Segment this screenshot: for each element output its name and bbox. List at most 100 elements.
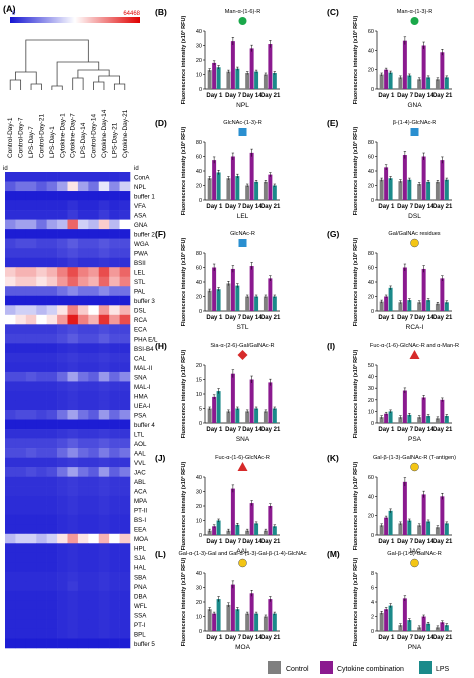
heatmap-cell [57,457,68,468]
heatmap-cell [57,238,68,249]
lectin-label: MPA [134,498,148,505]
heatmap-cell [119,200,131,211]
bar [435,418,440,423]
heatmap-cell [98,524,110,535]
heatmap-cell [119,495,131,506]
bar [235,68,240,89]
lectin-label: STL [134,279,146,286]
heatmap-cell [88,362,100,373]
bar [402,390,407,423]
sample-label: Cytokine-Day-21 [122,109,129,158]
heatmap-cell [98,238,110,249]
bar [421,616,426,631]
bar-chart: (H) Sia-α-(2-6)-Gal/GalNAc-R 0 5 10 15 20 Fluor… [155,341,281,443]
x-tick-label: Day 7 [397,539,414,545]
y-tick-label: 40 [368,494,374,500]
heatmap-cell [119,305,131,316]
chart-title: Gal-β-(1-3)-GalNAc-R (T-antigen) [373,455,456,461]
lectin-label: DBA [134,593,148,600]
heatmap-cell [36,276,47,287]
heatmap-cell [15,248,27,258]
lectin-label: ACA [134,489,148,496]
heatmap-cell [57,638,68,649]
y-axis-label: Fluorescence intensity (x10³ RFU) [352,16,359,105]
heatmap-cell [109,609,120,620]
heatmap-cell [57,257,68,268]
bar [263,296,268,311]
heatmap-cell [36,562,47,573]
heatmap-cell [46,352,58,363]
heatmap-cell [46,257,58,268]
sample-label: LPS-Day-1 [49,126,56,158]
heatmap-cell [98,581,110,592]
heatmap-cell [98,210,110,220]
y-tick-label: 20 [196,184,202,190]
heatmap-cell [36,257,47,268]
y-tick-label: 0 [371,421,374,427]
heatmap-cell [109,267,120,278]
heatmap-cell [109,552,120,563]
green-circle-icon [238,17,247,25]
heatmap-cell [77,429,89,439]
heatmap-cell [98,362,110,373]
heatmap-cell [77,238,89,249]
yellow-circle-icon [238,558,247,568]
panel-label: (I) [327,341,335,351]
heatmap-cell [36,248,47,258]
heatmap-cell [57,505,68,516]
heatmap-cell [119,324,131,335]
heatmap-cell [88,562,100,573]
heatmap-cell [57,467,68,477]
heatmap-cell [119,448,131,458]
lectin-label: buffer 5 [134,641,155,648]
heatmap-cell [77,514,89,525]
heatmap-cell [109,562,120,573]
heatmap-cell [77,419,89,430]
heatmap-cell [98,219,110,230]
dendrogram-branch [72,77,84,90]
heatmap-cell [77,448,89,458]
sample-label: Cytokine-Day-14 [101,109,108,158]
heatmap-cell [46,543,58,554]
heatmap-cell [77,505,89,516]
panel-label: (F) [155,229,166,239]
heatmap-cell [15,305,27,316]
heatmap-cell [109,486,120,496]
heatmap-cell [46,229,58,239]
heatmap-cell [46,619,58,630]
heatmap-cell [5,514,16,525]
heatmap-cell [25,219,37,230]
heatmap-cell [67,200,79,211]
heatmap-cell [25,305,37,316]
heatmap-cell [67,238,79,249]
bar [235,285,240,311]
heatmap-cell [109,286,120,297]
x-tick-label: Day 7 [397,427,414,433]
x-axis-label: JAC [408,548,421,555]
heatmap-cell [46,172,58,182]
bar [268,174,273,200]
heatmap-cell [5,476,16,487]
heatmap-cell [77,371,89,382]
bar [263,411,268,423]
lectin-label: NPL [134,184,147,191]
heatmap-cell [67,229,79,239]
panel-label: (M) [327,549,340,559]
heatmap-cell [88,438,100,449]
heatmap-cell [5,210,16,220]
heatmap-cell [5,352,16,363]
heatmap-cell [57,486,68,496]
bar [440,622,445,631]
lectin-label: SJA [134,555,146,562]
heatmap-cell [98,619,110,630]
heatmap-cell [46,276,58,287]
lectin-label: GNA [134,222,148,229]
heatmap-cell [57,333,68,344]
lectin-label: SNA [134,374,148,381]
heatmap-cell [88,390,100,401]
heatmap-cell [67,257,79,268]
y-tick-label: 30 [196,490,202,496]
lectin-label: ASA [134,213,147,220]
heatmap-cell [77,390,89,401]
legend-label-cytokine: Cytokine combination [337,666,404,673]
